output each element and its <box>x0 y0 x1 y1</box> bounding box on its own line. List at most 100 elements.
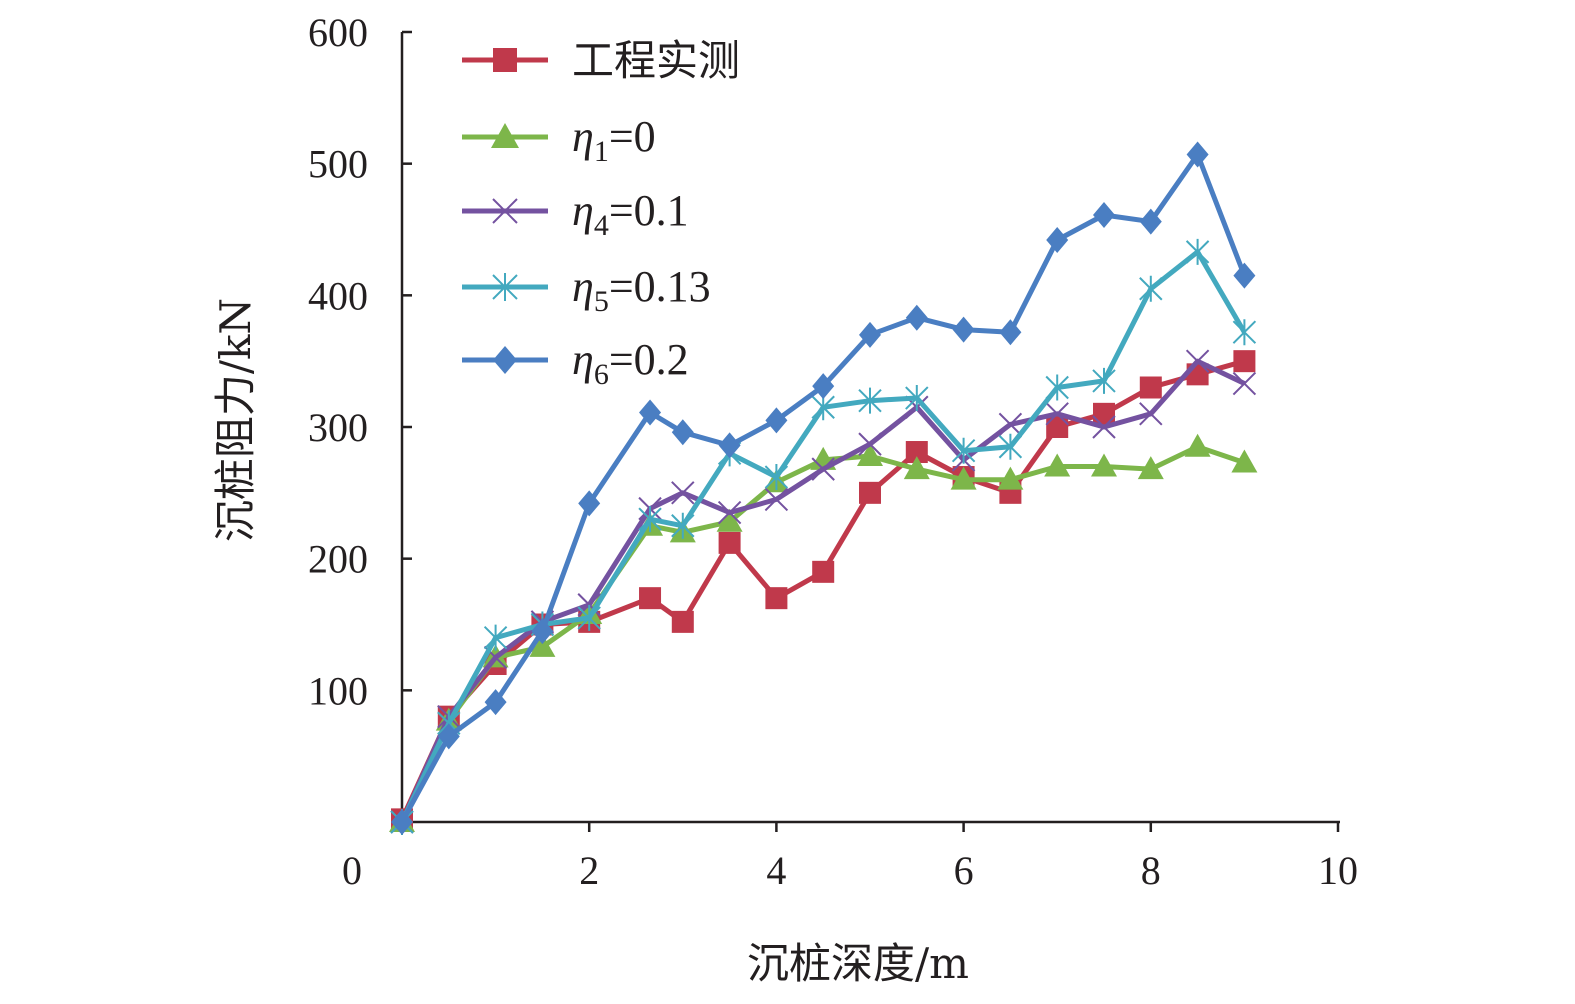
legend-label: η1=0 <box>572 112 656 168</box>
legend-marker <box>493 346 517 374</box>
y-axis-label: 沉桩阻力/kN <box>211 298 260 542</box>
data-point <box>858 432 882 456</box>
data-point <box>1233 262 1256 289</box>
series-5 <box>391 141 1256 835</box>
data-point <box>812 560 835 583</box>
data-point <box>905 385 929 412</box>
y-tick-label: 200 <box>308 537 368 582</box>
data-point <box>1092 367 1116 394</box>
data-point <box>1139 208 1162 235</box>
data-point <box>950 466 977 490</box>
x-tick-label: 6 <box>954 848 974 893</box>
x-tick-label: 4 <box>766 848 786 893</box>
data-point <box>1232 371 1257 396</box>
data-point <box>858 387 882 414</box>
legend-marker <box>493 48 517 72</box>
data-point <box>998 433 1023 460</box>
tick-labels: 0 2 4 6 8 10 100 200 300 400 500 600 <box>308 10 1358 893</box>
data-point <box>905 304 928 331</box>
data-point <box>999 319 1022 346</box>
data-point <box>998 412 1023 437</box>
data-point <box>811 457 835 481</box>
data-point <box>951 437 976 464</box>
y-tick-label: 300 <box>308 405 368 450</box>
legend-label: 工程实测 <box>572 36 740 85</box>
series-4 <box>390 238 1257 835</box>
legend-entry-1: 工程实测 <box>462 36 740 85</box>
series-layer <box>389 141 1258 835</box>
data-point <box>859 321 881 348</box>
data-point <box>1046 416 1069 438</box>
data-point <box>905 441 928 464</box>
data-point <box>1139 376 1162 399</box>
legend-label: η4=0.1 <box>572 186 689 242</box>
series-line <box>399 152 1247 824</box>
data-point <box>718 531 741 554</box>
x-tick-label: 0 <box>342 848 362 893</box>
series-3 <box>390 349 1257 834</box>
data-point <box>577 593 601 617</box>
data-point <box>765 587 788 610</box>
y-tick-label: 600 <box>308 10 368 55</box>
data-point <box>859 481 881 504</box>
data-point <box>639 587 662 610</box>
data-point <box>1184 433 1211 457</box>
data-point <box>578 490 601 517</box>
x-tick-label: 2 <box>579 848 599 893</box>
data-point <box>671 512 695 539</box>
data-point <box>717 500 742 525</box>
legend-marker <box>491 123 519 148</box>
data-point <box>1185 349 1210 373</box>
data-point <box>529 633 556 657</box>
legend-label: η6=0.2 <box>572 335 689 391</box>
data-point <box>391 809 413 835</box>
data-point <box>997 466 1024 490</box>
data-point <box>1093 202 1115 229</box>
legend-label: η5=0.13 <box>572 262 711 318</box>
data-point <box>765 407 788 434</box>
data-point <box>1232 319 1257 346</box>
series-line <box>399 249 1247 824</box>
series-line <box>399 358 1246 824</box>
data-point <box>1139 275 1163 302</box>
data-point <box>577 604 601 631</box>
data-point <box>437 723 460 750</box>
ticks <box>402 30 1340 832</box>
y-tick-label: 400 <box>308 273 368 318</box>
data-point <box>1045 374 1069 401</box>
data-point <box>671 610 694 633</box>
data-point <box>1137 456 1164 480</box>
data-point <box>716 508 743 532</box>
legend-entry-4: η5=0.13 <box>462 262 711 318</box>
x-tick-label: 10 <box>1318 848 1358 893</box>
data-point <box>1092 415 1116 439</box>
data-point <box>764 464 789 491</box>
legend: 工程实测 η1=0 η4=0.1 η5=0.13 η6=0.2 <box>462 36 740 391</box>
data-point <box>671 481 695 505</box>
data-point <box>1044 453 1071 477</box>
data-point <box>1046 227 1069 254</box>
series-line <box>399 358 1246 821</box>
y-tick-label: 100 <box>308 668 368 713</box>
data-point <box>531 618 554 645</box>
data-point <box>671 419 694 446</box>
data-point <box>1185 238 1210 265</box>
data-point <box>903 456 930 480</box>
data-point <box>1186 141 1209 168</box>
legend-marker <box>492 273 518 301</box>
legend-entry-5: η6=0.2 <box>462 335 689 391</box>
legend-entry-3: η4=0.1 <box>462 186 689 242</box>
data-point <box>1045 402 1069 426</box>
legend-entry-2: η1=0 <box>462 112 656 168</box>
data-point <box>718 432 741 459</box>
data-point <box>1093 402 1115 425</box>
data-point <box>764 487 789 512</box>
data-point <box>1091 453 1117 477</box>
data-point <box>638 506 662 533</box>
x-axis-label: 沉桩深度/m <box>747 939 969 988</box>
y-tick-label: 500 <box>308 142 368 187</box>
data-point <box>812 373 835 400</box>
data-point <box>952 316 975 343</box>
data-point <box>1231 449 1258 473</box>
